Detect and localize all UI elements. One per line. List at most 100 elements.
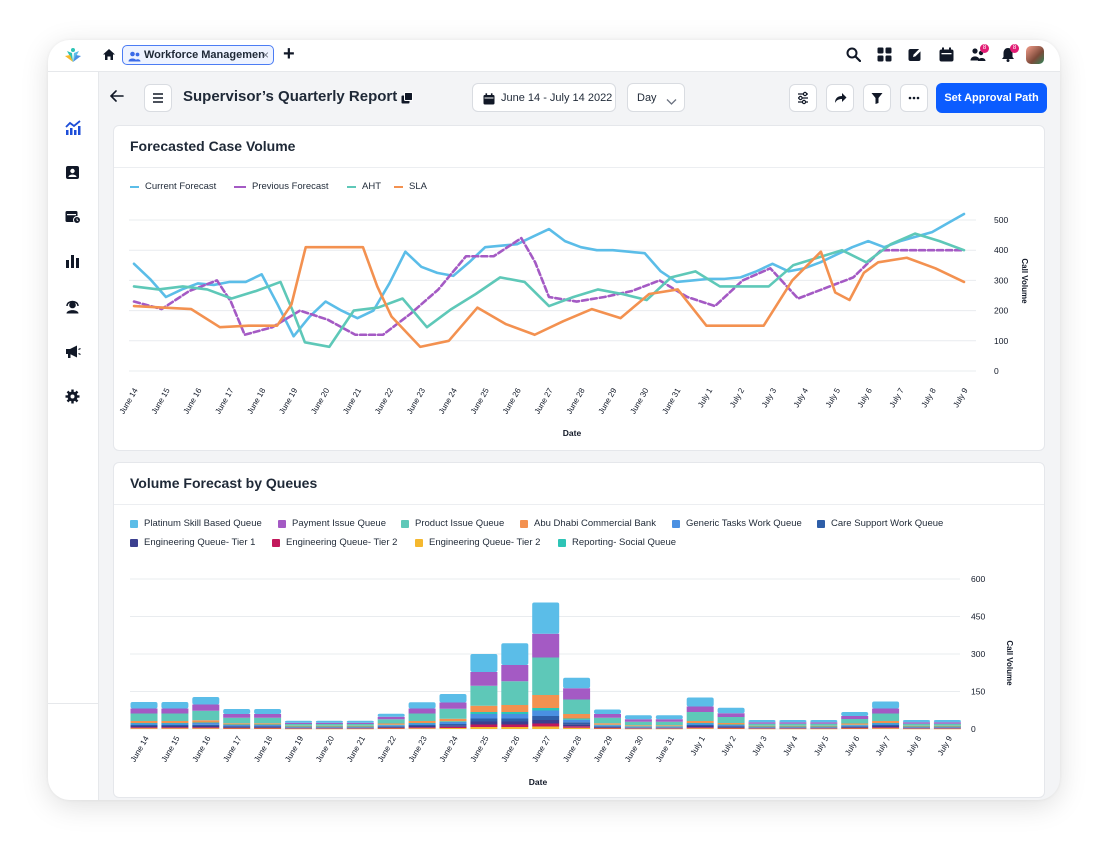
bar-segment[interactable]: [779, 726, 807, 728]
bar-segment[interactable]: [594, 727, 621, 729]
back-arrow-icon[interactable]: [109, 89, 124, 107]
bar-segment[interactable]: [192, 722, 220, 724]
bar-segment[interactable]: [933, 726, 961, 728]
bar-segment[interactable]: [748, 725, 776, 727]
bar-segment[interactable]: [532, 726, 560, 730]
bar-segment[interactable]: [408, 708, 436, 714]
bar-segment[interactable]: [563, 727, 591, 729]
bar-segment[interactable]: [315, 720, 343, 723]
legend-sla[interactable]: SLA: [394, 181, 427, 192]
legend-engineering-queue-tier-1[interactable]: Engineering Queue- Tier 1: [130, 537, 255, 548]
bar-segment[interactable]: [686, 723, 714, 724]
search-icon[interactable]: [846, 47, 862, 67]
bar-segment[interactable]: [624, 726, 652, 728]
bar-segment[interactable]: [377, 719, 405, 724]
bar-segment[interactable]: [872, 701, 900, 709]
bar-segment[interactable]: [655, 727, 683, 729]
bar-segment[interactable]: [655, 726, 683, 727]
bar-segment[interactable]: [192, 727, 220, 729]
bar-segment[interactable]: [285, 720, 312, 723]
legend-previous-forecast[interactable]: Previous Forecast: [234, 181, 329, 192]
bar-chart-icon[interactable]: [65, 254, 80, 274]
bar-segment[interactable]: [254, 726, 282, 728]
bar-segment[interactable]: [594, 723, 621, 725]
bar-segment[interactable]: [655, 728, 683, 729]
bar-segment[interactable]: [223, 724, 251, 726]
bar-segment[interactable]: [810, 728, 838, 730]
bar-segment[interactable]: [285, 727, 312, 728]
bar-segment[interactable]: [717, 723, 745, 725]
bar-segment[interactable]: [192, 723, 220, 725]
bar-segment[interactable]: [192, 728, 220, 729]
bar-segment[interactable]: [686, 706, 714, 713]
bar-segment[interactable]: [779, 725, 807, 727]
bar-segment[interactable]: [903, 722, 930, 724]
bar-segment[interactable]: [563, 688, 591, 700]
series-line[interactable]: [132, 212, 966, 338]
bar-segment[interactable]: [810, 726, 838, 728]
analytics-icon[interactable]: [65, 120, 81, 140]
bar-segment[interactable]: [377, 723, 405, 725]
bar-segment[interactable]: [501, 724, 529, 728]
bar-segment[interactable]: [563, 724, 591, 727]
bar-segment[interactable]: [748, 723, 776, 726]
bar-segment[interactable]: [903, 725, 930, 727]
bar-segment[interactable]: [315, 726, 343, 728]
bar-segment[interactable]: [285, 724, 312, 726]
bar-segment[interactable]: [933, 728, 961, 730]
bar-segment[interactable]: [161, 727, 189, 729]
bar-segment[interactable]: [285, 727, 312, 729]
bar-segment[interactable]: [933, 727, 961, 728]
bar-segment[interactable]: [624, 727, 652, 728]
bar-segment[interactable]: [532, 602, 560, 634]
bar-segment[interactable]: [130, 713, 158, 722]
bar-segment[interactable]: [841, 712, 869, 716]
bar-segment[interactable]: [655, 726, 683, 728]
bar-segment[interactable]: [563, 726, 591, 728]
bar-segment[interactable]: [686, 721, 714, 723]
bar-segment[interactable]: [285, 726, 312, 728]
bar-segment[interactable]: [439, 724, 467, 726]
bar-segment[interactable]: [748, 720, 776, 723]
bar-segment[interactable]: [655, 725, 683, 727]
bar-segment[interactable]: [377, 724, 405, 726]
bar-segment[interactable]: [810, 727, 838, 728]
bar-segment[interactable]: [285, 728, 312, 729]
bar-segment[interactable]: [377, 727, 405, 728]
bar-segment[interactable]: [624, 719, 652, 722]
bar-segment[interactable]: [346, 722, 374, 724]
bar-segment[interactable]: [192, 724, 220, 726]
bar-segment[interactable]: [717, 713, 745, 717]
bar-segment[interactable]: [161, 708, 189, 714]
bar-segment[interactable]: [655, 715, 683, 720]
bar-segment[interactable]: [161, 725, 189, 726]
bar-segment[interactable]: [161, 728, 189, 729]
home-icon[interactable]: [102, 48, 116, 66]
bar-segment[interactable]: [717, 707, 745, 714]
bar-segment[interactable]: [470, 672, 498, 686]
bar-segment[interactable]: [686, 726, 714, 728]
bar-segment[interactable]: [501, 721, 529, 725]
bar-segment[interactable]: [655, 728, 683, 730]
bar-segment[interactable]: [532, 720, 560, 724]
bar-segment[interactable]: [841, 726, 869, 727]
bar-segment[interactable]: [779, 720, 807, 723]
bar-segment[interactable]: [408, 723, 436, 726]
legend-product-issue-queue[interactable]: Product Issue Queue: [401, 518, 504, 529]
bar-segment[interactable]: [686, 697, 714, 707]
bar-segment[interactable]: [346, 728, 374, 729]
bar-segment[interactable]: [439, 708, 467, 719]
bar-segment[interactable]: [872, 713, 900, 722]
bar-segment[interactable]: [624, 728, 652, 729]
bar-segment[interactable]: [563, 699, 591, 715]
bar-segment[interactable]: [408, 728, 436, 729]
more-options-button[interactable]: [900, 84, 928, 112]
bar-segment[interactable]: [130, 708, 158, 714]
open-external-icon[interactable]: [401, 91, 413, 109]
bar-segment[interactable]: [903, 723, 930, 726]
bar-segment[interactable]: [933, 728, 961, 729]
bar-segment[interactable]: [223, 709, 251, 714]
bar-segment[interactable]: [377, 727, 405, 729]
bar-segment[interactable]: [717, 724, 745, 726]
bar-segment[interactable]: [346, 725, 374, 727]
